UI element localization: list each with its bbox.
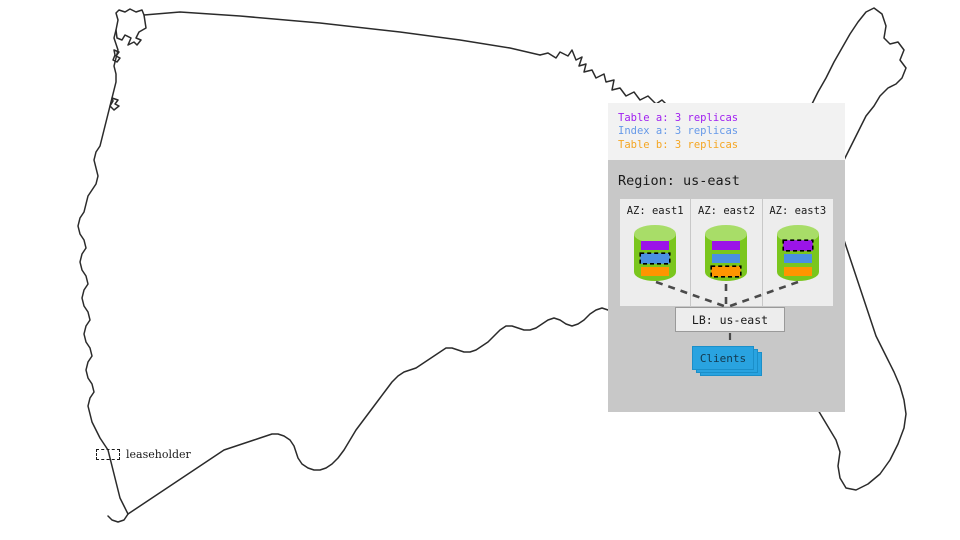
replica-legend: Table a: 3 replicas Index a: 3 replicas … <box>608 103 845 160</box>
az-label-east2: AZ: east2 <box>698 205 755 217</box>
legend-row-table-a: Table a: 3 replicas <box>618 112 739 124</box>
deployment-diagram-panel: Table a: 3 replicas Index a: 3 replicas … <box>608 103 845 412</box>
database-node-east3[interactable] <box>775 224 821 282</box>
load-balancer-label: LB: us-east <box>691 312 769 327</box>
availability-zone-east1[interactable]: AZ: east1 <box>620 199 692 306</box>
clients-stack[interactable]: Clients <box>692 346 764 376</box>
clients-card-front[interactable]: Clients <box>692 346 754 370</box>
legend-row-index-a: Index a: 3 replicas <box>618 125 739 138</box>
clients-label: Clients <box>699 351 747 365</box>
availability-zone-container: AZ: east1 AZ: east2 <box>620 199 833 306</box>
database-node-east1[interactable] <box>632 224 678 282</box>
legend-row-table-b: Table b: 3 replicas <box>618 138 739 151</box>
availability-zone-east3[interactable]: AZ: east3 <box>763 199 833 306</box>
load-balancer-box[interactable]: LB: us-east <box>675 307 785 332</box>
az-label-east1: AZ: east1 <box>626 205 684 217</box>
availability-zone-east2[interactable]: AZ: east2 <box>691 199 763 306</box>
region-title: Region: us-east <box>618 173 740 189</box>
leaseholder-legend: leaseholder <box>96 449 191 460</box>
az-label-east3: AZ: east3 <box>769 205 827 217</box>
leaseholder-swatch-icon <box>96 449 120 460</box>
leaseholder-legend-label: leaseholder <box>126 448 191 461</box>
database-node-east2[interactable] <box>703 224 749 282</box>
